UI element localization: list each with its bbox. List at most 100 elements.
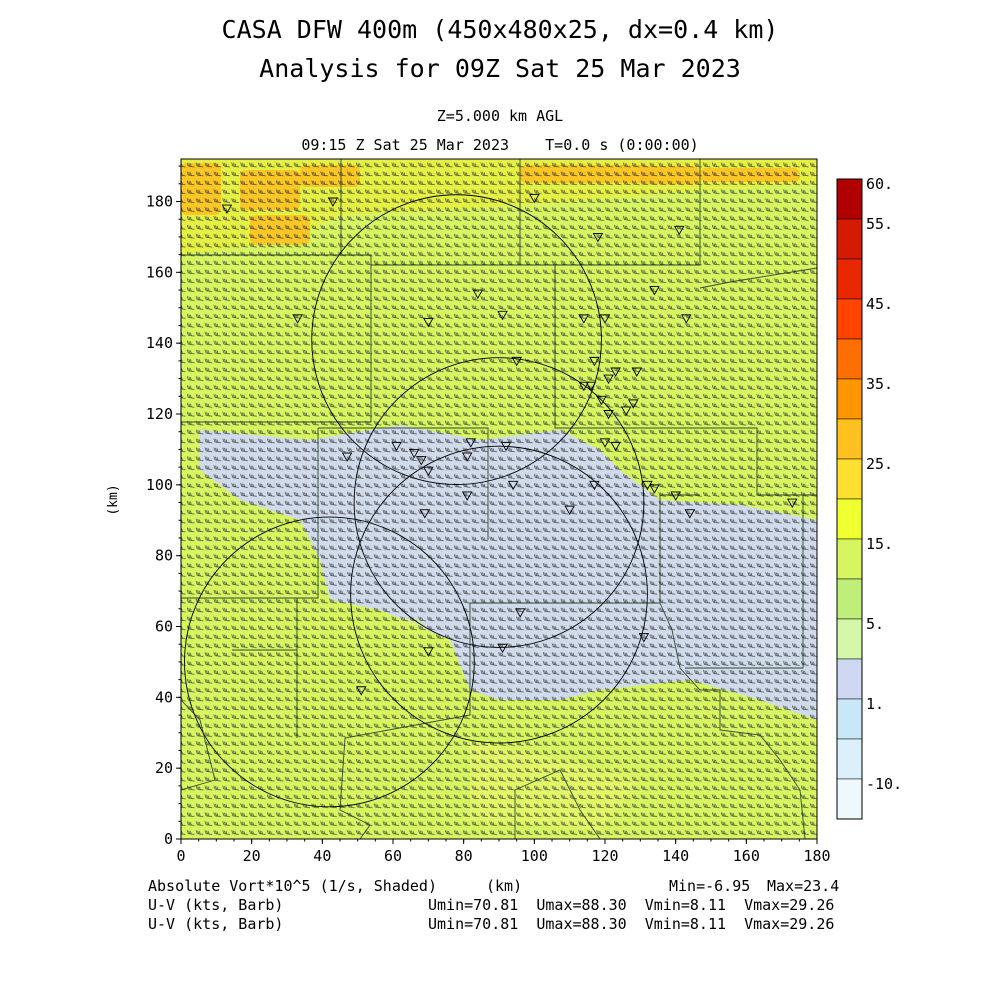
station-marker (419, 509, 431, 519)
x-tick-label: 80 (455, 847, 473, 865)
y-tick-label: 120 (146, 405, 173, 423)
x-tick-label: 180 (803, 847, 830, 865)
stat-min: Min=-6.95 (669, 877, 751, 895)
station-marker (642, 480, 653, 491)
colorbar-swatch (836, 658, 863, 700)
station-marker (786, 498, 798, 508)
station-marker (292, 314, 303, 324)
station-marker (461, 452, 473, 462)
colorbar-label: 60. (866, 175, 893, 193)
colorbar-label: 15. (866, 535, 893, 553)
station-marker (649, 286, 660, 296)
station-markers (221, 194, 798, 696)
x-tick-label: 60 (384, 847, 402, 865)
colorbar-swatch (836, 258, 863, 300)
station-marker (355, 686, 367, 696)
y-tick-label: 80 (155, 547, 173, 565)
station-marker (514, 608, 526, 618)
station-marker (603, 410, 614, 420)
station-marker (507, 480, 519, 491)
station-marker (511, 356, 522, 367)
colorbar-label: 35. (866, 375, 893, 393)
stat-row-2: Umin=70.81 Umax=88.30 Vmin=8.11 Vmax=29.… (428, 896, 835, 914)
x-tick-label: 140 (662, 847, 689, 865)
colorbar-label: 25. (866, 455, 893, 473)
colorbar-swatch (836, 738, 863, 780)
x-tick-label: 40 (313, 847, 331, 865)
colorbar-swatch (836, 338, 863, 380)
station-marker (673, 225, 685, 236)
station-marker (221, 204, 233, 215)
colorbar-swatch (836, 778, 863, 820)
station-marker (620, 406, 632, 416)
x-axis: 0 20 40 60 80 100 120 140 160 180 (176, 839, 831, 865)
station-marker (603, 374, 614, 385)
barb-label-2: U-V (kts, Barb) (148, 915, 284, 933)
colorbar-swatch (836, 218, 863, 260)
station-marker (497, 310, 508, 321)
colorbar-swatch (836, 578, 863, 620)
station-marker (423, 466, 434, 477)
y-axis: 0 20 40 60 80 100 120 140 160 180 (146, 165, 181, 848)
station-marker (461, 491, 473, 501)
x-tick-label: 120 (591, 847, 618, 865)
colorbar-swatch (836, 378, 863, 420)
station-marker (423, 647, 434, 657)
stat-row-3: Umin=70.81 Umax=88.30 Vmin=8.11 Vmax=29.… (428, 915, 835, 933)
y-tick-label: 140 (146, 334, 173, 352)
colorbar-swatch (836, 178, 863, 220)
barb-label-1: U-V (kts, Barb) (148, 896, 284, 914)
station-marker (680, 314, 692, 324)
x-tick-label: 100 (521, 847, 548, 865)
y-tick-label: 160 (146, 263, 173, 281)
station-marker (638, 633, 650, 643)
time-label: 09:15 Z Sat 25 Mar 2023 T=0.0 s (0:00:00… (301, 136, 699, 154)
y-axis-label: (km) (106, 484, 121, 515)
station-marker (327, 197, 339, 207)
level-label: Z=5.000 km AGL (436, 107, 564, 125)
colorbar-swatch (836, 538, 863, 580)
chart-subtitle: Analysis for 09Z Sat 25 Mar 2023 (259, 54, 741, 83)
station-marker (408, 449, 420, 459)
station-marker (649, 484, 660, 494)
colorbar-frame (836, 178, 863, 820)
station-marker (415, 456, 427, 466)
colorbar-label: 55. (866, 215, 893, 233)
colorbar-swatch (836, 698, 863, 740)
station-marker (684, 509, 696, 519)
x-tick-label: 0 (176, 847, 185, 865)
colorbar-swatch (836, 618, 863, 660)
station-marker (631, 367, 643, 377)
radar-range-ring (311, 194, 602, 485)
radar-range-ring (350, 445, 648, 744)
station-marker (599, 438, 611, 448)
wind-barbs (181, 159, 817, 839)
station-marker (610, 441, 621, 452)
station-marker (670, 491, 681, 501)
station-marker (564, 505, 575, 516)
colorbar-label: -10. (866, 775, 902, 793)
colorbar-label: 45. (866, 295, 893, 313)
station-marker (578, 381, 590, 392)
station-marker (341, 452, 353, 462)
x-tick-label: 20 (243, 847, 261, 865)
y-tick-label: 180 (146, 193, 173, 211)
radar-range-ring (353, 357, 645, 648)
chart-title: CASA DFW 400m (450x480x25, dx=0.4 km) (221, 15, 779, 44)
station-marker (578, 314, 590, 324)
colorbar-label: 1. (866, 695, 884, 713)
colorbar-swatch (836, 458, 863, 500)
station-marker (592, 232, 604, 243)
radar-range-rings (184, 194, 648, 808)
y-tick-label: 20 (155, 759, 173, 777)
station-marker (596, 395, 607, 406)
colorbar-swatch (836, 498, 863, 540)
station-marker (497, 643, 508, 654)
x-tick-label: 160 (733, 847, 760, 865)
station-marker (589, 480, 600, 491)
y-tick-label: 60 (155, 618, 173, 636)
station-marker (423, 317, 434, 328)
station-marker (589, 356, 600, 367)
colorbar-label: 5. (866, 615, 884, 633)
